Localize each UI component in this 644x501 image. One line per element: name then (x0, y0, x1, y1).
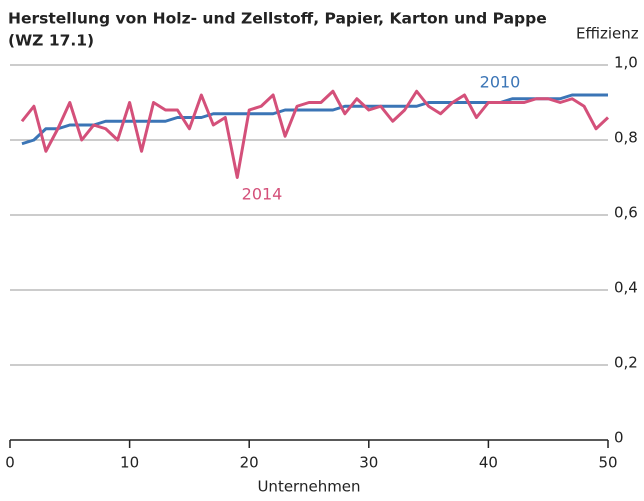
x-axis-label: Unternehmen (257, 478, 360, 496)
x-tick-label: 40 (479, 454, 498, 472)
series-label: 2014 (242, 185, 283, 204)
series-line (20, 89, 610, 179)
x-tick-label: 50 (598, 454, 617, 472)
y-tick-label: 1,0 (614, 54, 638, 72)
y-tick-label: 0,6 (614, 204, 638, 222)
chart-title: Herstellung von Holz- und Zellstoff, Pap… (8, 10, 547, 28)
x-tick-label: 0 (5, 454, 15, 472)
x-tick-label: 10 (120, 454, 139, 472)
y-tick-label: 0 (614, 429, 624, 447)
x-tick-label: 20 (240, 454, 259, 472)
y-tick-label: 0,4 (614, 279, 638, 297)
x-tick-label: 30 (359, 454, 378, 472)
y-axis-label: Effizienz (576, 25, 639, 43)
y-tick-label: 0,2 (614, 354, 638, 372)
series-label: 2010 (480, 73, 521, 92)
y-tick-label: 0,8 (614, 129, 638, 147)
series-line (21, 93, 608, 146)
chart-title: (WZ 17.1) (8, 32, 94, 50)
